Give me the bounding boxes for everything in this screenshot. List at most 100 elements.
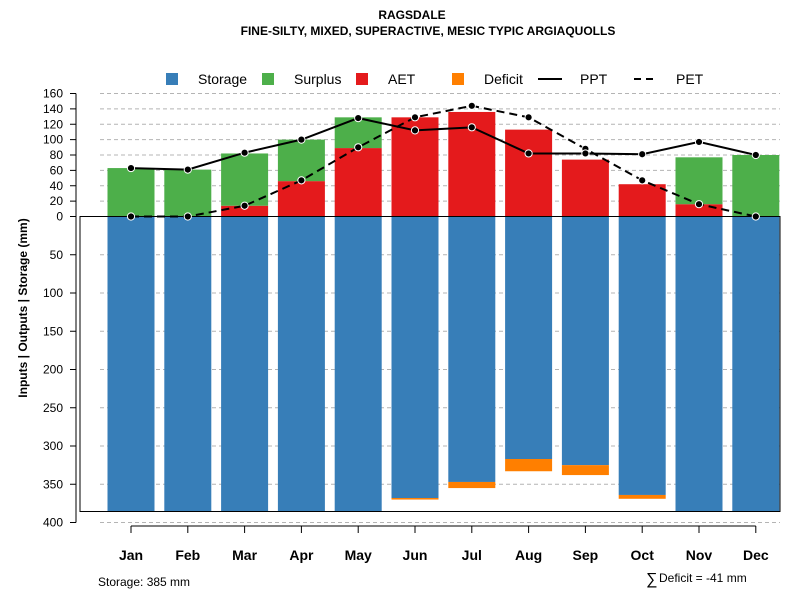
x-tick-label: May [345,547,372,563]
ppt-point [581,149,590,158]
aet-bar [561,159,609,217]
y-tick-label: 350 [43,477,63,491]
storage-bar [732,216,780,512]
y-tick-label: 160 [43,87,63,101]
storage-bar [164,216,212,512]
lines [126,101,760,221]
pet-point [297,176,306,185]
x-tick-label: Nov [686,547,713,563]
storage-bar [561,216,609,466]
legend-label: PPT [580,71,608,87]
pet-point [354,143,363,152]
x-tick-label: Oct [631,547,655,563]
deficit-bar [618,494,666,499]
storage-bar [618,216,666,495]
legend-swatch [452,73,464,85]
x-tick-label: Aug [515,547,542,563]
y-tick-label: 80 [50,148,64,162]
ppt-point [467,123,476,132]
ppt-line [130,117,757,171]
aet-bar [277,181,325,217]
ppt-point [297,135,306,144]
y-tick-label: 150 [43,324,63,338]
surplus-bar [732,155,780,217]
ppt-point [354,114,363,123]
chart-title: RAGSDALE [378,8,445,22]
x-tick-label: Mar [232,547,257,563]
y-tick-label: 120 [43,117,63,131]
x-tick-label: Jul [462,547,482,563]
y-tick-label: 100 [43,286,63,300]
deficit-bar [391,498,439,500]
deficit-bar [561,465,609,476]
x-tick-label: Jun [403,547,428,563]
pet-point [410,113,420,122]
x-tick-label: Feb [175,547,200,563]
legend-swatch [356,73,368,85]
surplus-bar [277,139,325,182]
storage-bar [334,216,382,512]
x-tick-label: Sep [573,547,599,563]
gridlines [100,93,780,523]
bars [107,111,780,512]
surplus-bar [164,169,212,217]
storage-bar [277,216,325,512]
storage-bar [391,216,439,499]
deficit-note: Deficit = -41 mm [659,571,747,585]
pet-point [524,113,533,122]
pet-point [694,200,704,209]
storage-frame [79,216,781,512]
x-tick-label: Dec [743,547,769,563]
x-tick-label: Apr [289,547,314,563]
ppt-point [751,150,760,160]
ppt-point [694,137,704,147]
legend-label: Surplus [294,71,341,87]
pet-point [126,212,136,221]
legend-label: AET [388,71,416,87]
y-tick-label: 40 [50,179,64,193]
surplus-bar [107,168,155,217]
ppt-point [183,165,192,174]
storage-bar [505,216,553,460]
pet-point [240,201,249,210]
storage-bar [675,216,723,512]
pet-point [467,101,476,110]
aet-bar [505,129,553,217]
aet-bar [618,184,666,217]
legend-label: PET [676,71,704,87]
y-tick-label: 250 [43,401,63,415]
ppt-point [410,126,420,135]
surplus-bar [675,157,723,205]
sum-symbol: ∑ [646,571,657,588]
legend-label: Storage [198,71,247,87]
y-tick-label: 140 [43,102,63,116]
aet-bar [221,205,269,217]
ppt-point [240,148,249,157]
x-tick-label: Jan [119,547,143,563]
y-axis-label: Inputs | Outputs | Storage (mm) [16,218,30,397]
y-tick-label: 300 [43,439,63,453]
x-axis: Jan Feb Mar Apr May Jun Jul Aug Sep Oct Nov Dec [119,525,769,563]
pet-point [183,212,192,221]
pet-point [751,212,760,221]
y-tick-label: 100 [43,133,63,147]
legend-swatch [166,73,178,85]
pet-point [638,176,647,185]
y-axis: 0204060801001201401605010015020025030035… [43,87,77,530]
aet-bar [334,148,382,217]
ppt-point [126,163,136,173]
ppt-point [638,150,647,159]
surplus-bar [221,153,269,206]
pet-line [131,104,757,218]
y-tick-label: 60 [50,163,64,177]
legend: Storage Surplus AET Deficit PPT PET [166,71,704,87]
storage-bar [221,216,269,512]
ppt-point [524,149,533,158]
storage-note: Storage: 385 mm [98,575,190,589]
y-tick-label: 200 [43,363,63,377]
deficit-bar [505,459,553,472]
y-tick-label: 400 [43,516,63,530]
legend-label: Deficit [484,71,523,87]
y-tick-label: 50 [50,248,64,262]
